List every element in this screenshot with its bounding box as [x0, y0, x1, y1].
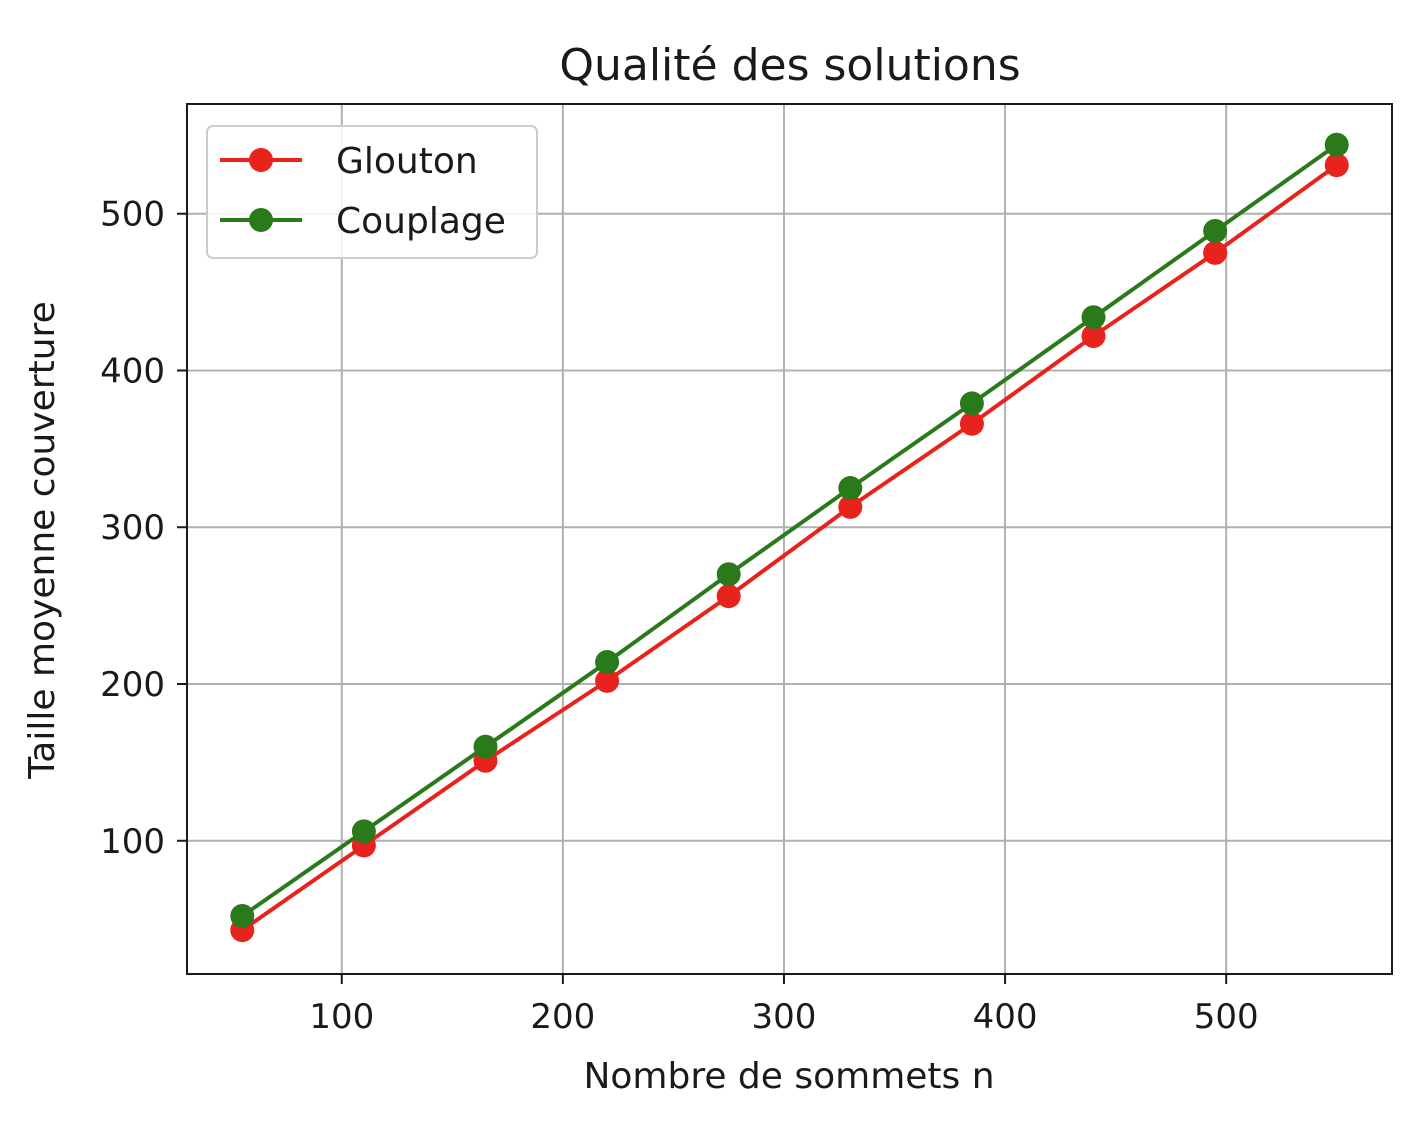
- legend-entry-couplage: Couplage: [220, 201, 506, 242]
- legend-marker-glouton: [249, 148, 273, 172]
- y-tick-label: 200: [100, 665, 165, 705]
- grid: [187, 104, 1392, 974]
- data-point-glouton: [595, 668, 620, 693]
- data-point-couplage: [1203, 218, 1228, 243]
- y-tick-label: 400: [100, 351, 165, 391]
- series-layer: [230, 132, 1349, 943]
- x-axis-label: Nombre de sommets n: [583, 1056, 994, 1097]
- x-tick-label: 300: [752, 997, 817, 1037]
- series-line-glouton: [241, 163, 1338, 932]
- series-couplage: [230, 132, 1349, 928]
- data-point-couplage: [230, 904, 255, 928]
- y-tick-label: 500: [100, 195, 165, 235]
- series-line-couplage: [241, 143, 1338, 918]
- y-axis-label: Taille moyenne couverture: [22, 301, 63, 779]
- legend-label-glouton: Glouton: [336, 141, 478, 182]
- x-tick-label: 200: [530, 997, 595, 1037]
- chart-title: Qualité des solutions: [559, 40, 1020, 91]
- y-axis-ticks: 100 200 300 400 500: [100, 195, 187, 862]
- data-point-couplage: [716, 562, 741, 587]
- data-point-couplage: [1324, 132, 1349, 157]
- data-point-couplage: [351, 819, 376, 844]
- data-point-glouton: [959, 411, 984, 436]
- legend-entry-glouton: Glouton: [220, 141, 478, 182]
- legend-label-couplage: Couplage: [336, 201, 506, 242]
- x-tick-label: 100: [309, 997, 374, 1037]
- x-tick-label: 400: [973, 997, 1038, 1037]
- x-axis-ticks: 100 200 300 400 500: [309, 974, 1259, 1037]
- legend-marker-couplage: [249, 208, 273, 232]
- data-point-glouton: [1324, 153, 1349, 178]
- data-point-couplage: [959, 391, 984, 416]
- series-glouton: [230, 153, 1349, 943]
- plot-area-frame: [186, 103, 1393, 975]
- data-point-glouton: [838, 494, 863, 519]
- data-point-glouton: [716, 584, 741, 609]
- data-point-couplage: [595, 650, 620, 675]
- data-point-couplage: [838, 476, 863, 501]
- data-point-glouton: [1081, 324, 1106, 348]
- data-point-couplage: [1081, 305, 1106, 330]
- y-tick-label: 300: [100, 508, 165, 548]
- legend: Glouton Couplage: [206, 125, 538, 259]
- data-point-couplage: [473, 734, 498, 759]
- x-tick-label: 500: [1194, 997, 1259, 1037]
- data-point-glouton: [1203, 240, 1228, 265]
- y-tick-label: 100: [100, 822, 165, 862]
